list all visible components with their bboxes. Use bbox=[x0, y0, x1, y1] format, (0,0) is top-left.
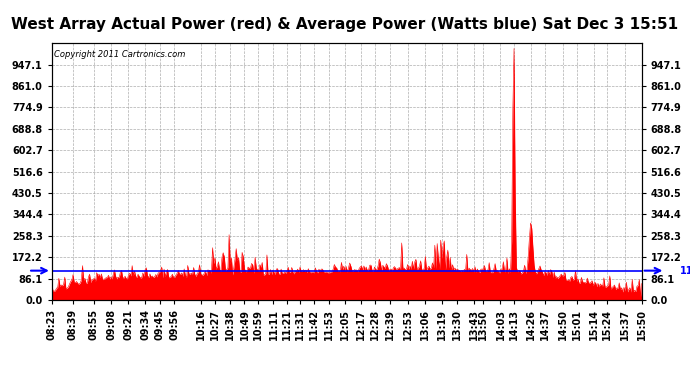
Text: West Array Actual Power (red) & Average Power (Watts blue) Sat Dec 3 15:51: West Array Actual Power (red) & Average … bbox=[12, 17, 678, 32]
Text: 118.01: 118.01 bbox=[680, 266, 690, 276]
Text: Copyright 2011 Cartronics.com: Copyright 2011 Cartronics.com bbox=[54, 50, 185, 58]
Text: 118.01: 118.01 bbox=[0, 266, 1, 276]
